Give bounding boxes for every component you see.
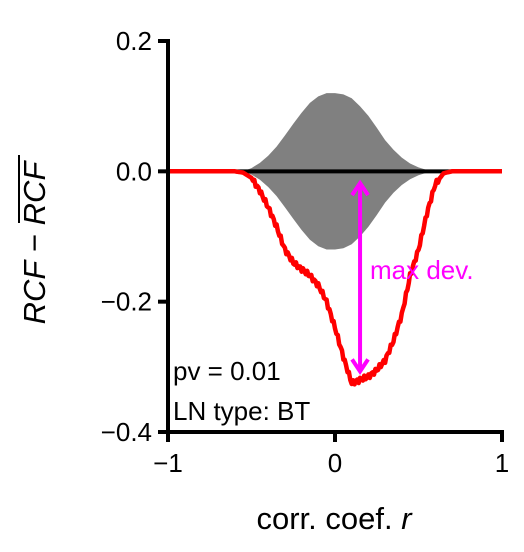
y-axis-label: RCF − RCF bbox=[17, 155, 52, 324]
pv-label: pv = 0.01 bbox=[173, 356, 281, 386]
plot-area bbox=[168, 93, 502, 387]
x-tick-label: 1 bbox=[495, 448, 509, 478]
max-dev-annotation: max dev. bbox=[350, 179, 474, 375]
y-tick-label: 0.2 bbox=[116, 26, 152, 56]
x-axis-label: corr. coef. r bbox=[256, 501, 413, 536]
svg-text:RCF − RCF: RCF − RCF bbox=[17, 160, 52, 325]
max-dev-label: max dev. bbox=[370, 255, 474, 285]
x-tick-label: 0 bbox=[328, 448, 342, 478]
arrow-head-bottom bbox=[350, 358, 370, 375]
rcf-deviation-line bbox=[168, 169, 502, 387]
y-tick-label: −0.4 bbox=[101, 417, 152, 447]
y-tick-label: −0.2 bbox=[101, 287, 152, 317]
arrow-head-top bbox=[350, 179, 370, 197]
ln-type-label: LN type: BT bbox=[173, 396, 310, 426]
y-tick-label: 0.0 bbox=[116, 156, 152, 186]
axes: 0.2 0.0 −0.2 −0.4 −1 0 1 bbox=[101, 26, 510, 478]
x-tick-label: −1 bbox=[153, 448, 183, 478]
